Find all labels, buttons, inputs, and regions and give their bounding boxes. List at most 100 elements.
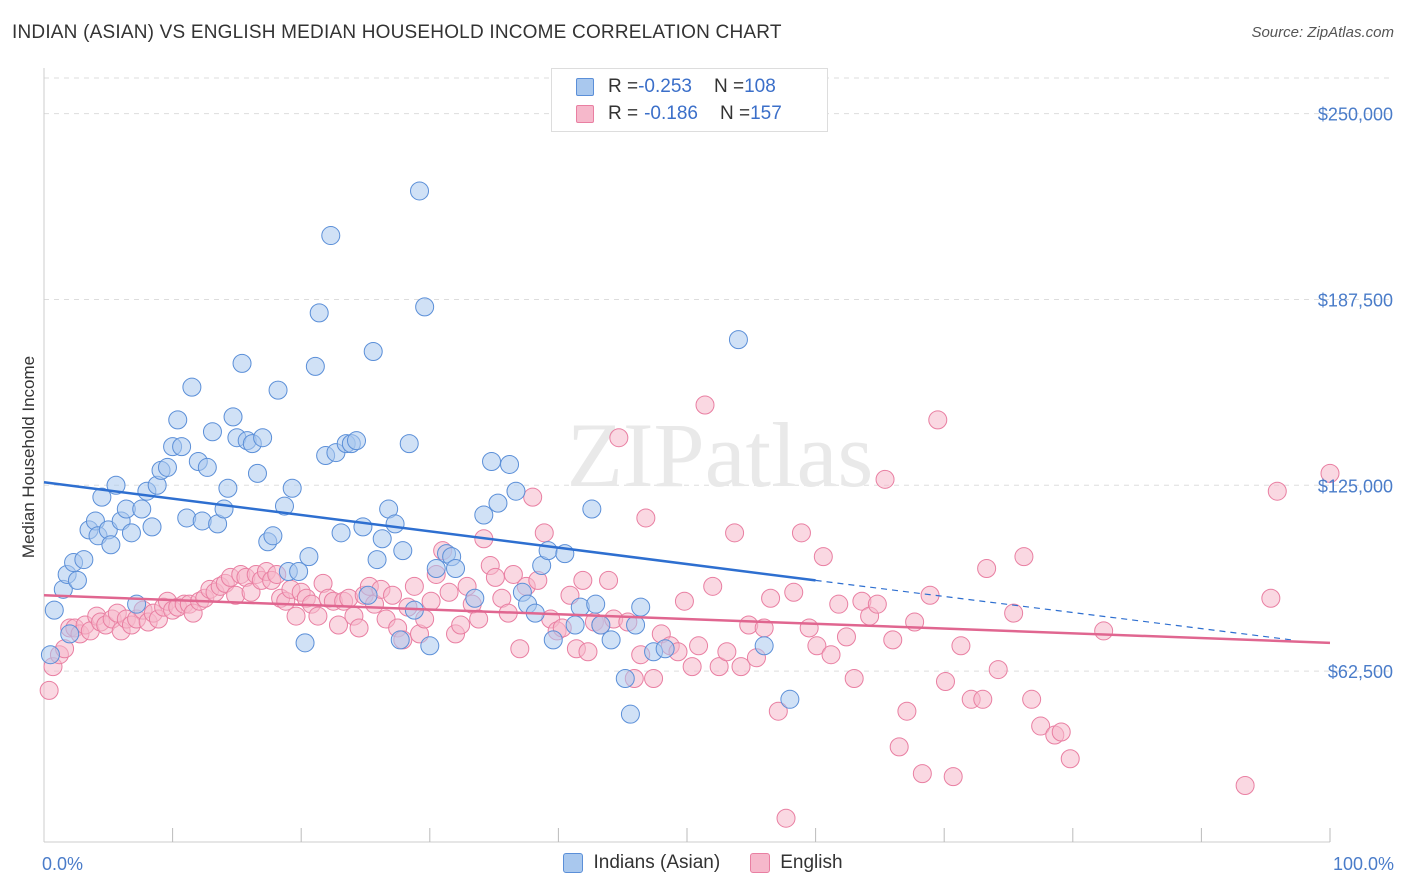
indian-swatch (563, 853, 584, 873)
indian-point (410, 181, 430, 201)
english-point (807, 636, 827, 656)
english-point (1235, 776, 1255, 796)
indian-point (390, 630, 410, 650)
english-point (599, 570, 619, 590)
english-point (695, 395, 715, 415)
english-point (39, 680, 59, 700)
english-point (485, 567, 505, 587)
english-point (439, 582, 459, 602)
indian-point (74, 550, 94, 570)
english-point (404, 576, 424, 596)
english-swatch (750, 853, 771, 873)
indian-point (626, 615, 646, 635)
english-point (1022, 689, 1042, 709)
indian-point (223, 407, 243, 427)
indian-point (299, 547, 319, 567)
indian-point (586, 594, 606, 614)
english-point (636, 508, 656, 528)
indian-point (331, 523, 351, 543)
indian-point (446, 559, 466, 579)
watermark: ZIPatlas (567, 404, 874, 506)
indian-point (426, 559, 446, 579)
english-point (1261, 588, 1281, 608)
indian-point (92, 487, 112, 507)
legend-item-english[interactable]: English (750, 852, 843, 874)
english-point (776, 808, 796, 828)
indian-point (282, 478, 302, 498)
indian-point (182, 377, 202, 397)
legend-row-english: R = -0.186 N = 157 (576, 102, 782, 126)
indian-point (543, 630, 563, 650)
indian-point (358, 585, 378, 605)
english-point (689, 636, 709, 656)
indian-swatch (576, 78, 594, 96)
source-label: Source: ZipAtlas.com (1251, 24, 1394, 41)
indian-point (367, 550, 387, 570)
english-point (469, 609, 489, 629)
english-point (339, 588, 359, 608)
english-point (875, 469, 895, 489)
indian-point (67, 570, 87, 590)
indian-point (393, 541, 413, 561)
indian-point (142, 517, 162, 537)
english-point (784, 582, 804, 602)
english-point (813, 547, 833, 567)
indian-point (253, 428, 273, 448)
english-point (951, 636, 971, 656)
english-point (682, 657, 702, 677)
english-point (799, 618, 819, 638)
english-point (1004, 603, 1024, 623)
english-point (383, 585, 403, 605)
english-point (988, 660, 1008, 680)
english-point (912, 764, 932, 784)
y-tick-labels: $62,500 $125,000 $187,500 $250,000 (1318, 105, 1393, 682)
english-point (836, 627, 856, 647)
indian-point (214, 499, 234, 519)
indian-point (399, 434, 419, 454)
english-point (286, 606, 306, 626)
english-point (523, 487, 543, 507)
indian-point (218, 478, 238, 498)
indian-point (754, 636, 774, 656)
indian-point (60, 624, 80, 644)
english-point (928, 410, 948, 430)
english-point (1051, 722, 1071, 742)
y-tick-label: $62,500 (1328, 662, 1393, 682)
legend-r-label: R = (608, 76, 639, 97)
y-tick-label: $187,500 (1318, 290, 1393, 310)
indian-point (202, 422, 222, 442)
indian-trendline-extension (815, 579, 1292, 641)
indian-point (121, 523, 141, 543)
english-point (829, 594, 849, 614)
series-legend: Indians (Asian) English (0, 852, 1406, 874)
indian-trendline (43, 481, 816, 582)
english-point (1267, 481, 1287, 501)
chart-title: INDIAN (ASIAN) VS ENGLISH MEDIAN HOUSEHO… (12, 22, 782, 43)
english-point (844, 668, 864, 688)
legend-label: Indians (Asian) (593, 852, 721, 873)
english-point (503, 564, 523, 584)
indian-point (420, 636, 440, 656)
indian-point (482, 451, 502, 471)
indian-point (353, 517, 373, 537)
english-point (674, 591, 694, 611)
indian-point (321, 226, 341, 246)
english-point (1014, 547, 1034, 567)
legend-item-indian[interactable]: Indians (Asian) (563, 852, 720, 874)
indian-point (601, 630, 621, 650)
english-point (1060, 749, 1080, 769)
indian-point (488, 493, 508, 513)
indian-point (780, 689, 800, 709)
indian-point (363, 341, 383, 361)
indian-point (177, 508, 197, 528)
english-swatch (576, 105, 594, 123)
english-point (578, 642, 598, 662)
y-tick-label: $125,000 (1318, 476, 1393, 496)
indian-point (506, 481, 526, 501)
legend-label: English (780, 852, 843, 873)
english-point (943, 767, 963, 787)
english-point (451, 615, 471, 635)
english-point (973, 689, 993, 709)
english-point (731, 657, 751, 677)
english-point (573, 570, 593, 590)
